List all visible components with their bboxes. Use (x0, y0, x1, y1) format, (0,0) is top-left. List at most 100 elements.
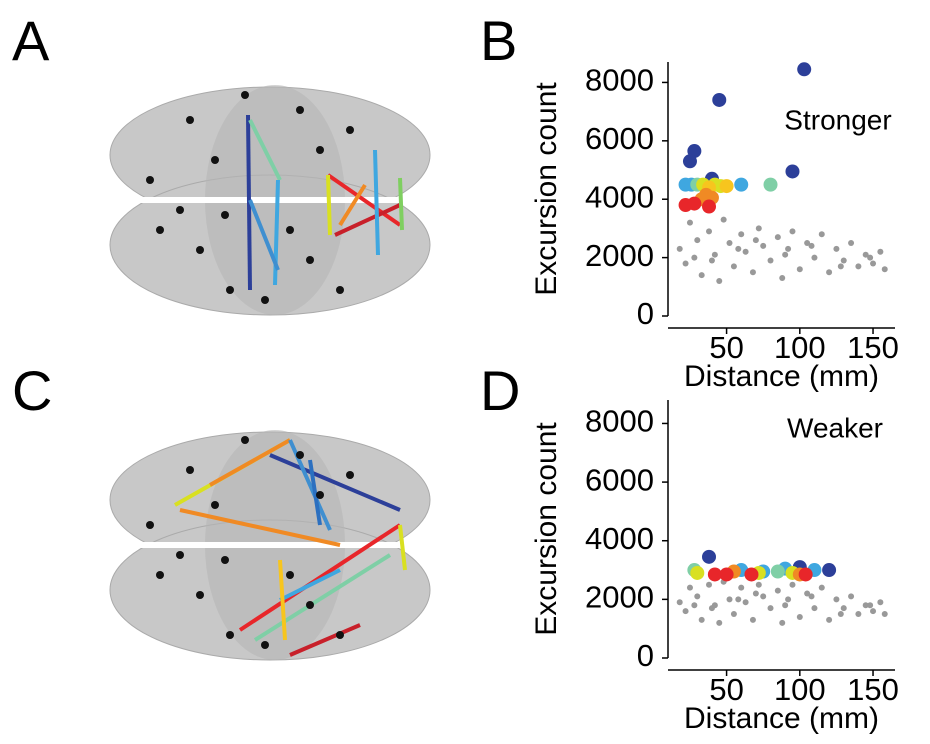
background-point (682, 260, 689, 267)
background-point (789, 581, 796, 588)
point (744, 567, 759, 582)
point (707, 567, 722, 582)
panel-letter: A (12, 9, 50, 72)
background-point (811, 605, 818, 612)
point (719, 179, 734, 194)
point (822, 563, 837, 578)
background-point (808, 242, 815, 249)
point (702, 549, 717, 564)
background-point (682, 608, 689, 615)
background-point (785, 245, 792, 252)
background-point (804, 240, 811, 247)
x-axis-label: Distance (mm) (684, 702, 879, 735)
background-point (862, 251, 869, 258)
background-point (796, 266, 803, 273)
annotation: Stronger (784, 104, 891, 135)
background-point (818, 584, 825, 591)
background-point (694, 593, 701, 600)
background-point (870, 260, 877, 267)
background-point (698, 616, 705, 623)
background-point (738, 231, 745, 238)
background-point (837, 611, 844, 618)
background-point (742, 599, 749, 606)
y-tick-label: 8000 (585, 404, 654, 439)
background-point (708, 605, 715, 612)
background-point (789, 228, 796, 235)
x-tick-label: 50 (709, 672, 743, 707)
background-point (694, 237, 701, 244)
y-tick-label: 8000 (585, 63, 654, 98)
background-point (877, 248, 884, 255)
background-point (804, 590, 811, 597)
point (682, 154, 697, 169)
background-point (877, 599, 884, 606)
brain-c (109, 430, 431, 661)
background-point (870, 608, 877, 615)
background-point (833, 596, 840, 603)
background-point (686, 219, 693, 226)
background-point (826, 616, 833, 623)
background-point (818, 231, 825, 238)
background-point (848, 593, 855, 600)
background-point (867, 254, 874, 261)
point (763, 177, 778, 192)
background-point (706, 581, 713, 588)
point (798, 567, 813, 582)
background-point (833, 245, 840, 252)
background-point (767, 257, 774, 264)
background-point (735, 596, 742, 603)
background-point (811, 254, 818, 261)
background-point (691, 602, 698, 609)
background-point (752, 237, 759, 244)
y-tick-label: 2000 (585, 580, 654, 615)
y-tick-label: 0 (637, 296, 654, 331)
background-point (785, 596, 792, 603)
annotation: Weaker (787, 412, 883, 443)
background-point (855, 611, 862, 618)
background-point (862, 602, 869, 609)
y-tick-label: 6000 (585, 121, 654, 156)
background-point (749, 269, 756, 276)
background-point (796, 613, 803, 620)
background-point (676, 245, 683, 252)
background-point (840, 257, 847, 264)
point (797, 62, 812, 77)
point (770, 564, 785, 579)
background-point (708, 257, 715, 264)
background-point (735, 245, 742, 252)
background-point (720, 216, 727, 223)
y-axis-label: Excursion count (530, 82, 563, 296)
background-point (779, 275, 786, 282)
background-point (698, 272, 705, 279)
background-point (730, 611, 737, 618)
background-point (706, 228, 713, 235)
background-point (676, 599, 683, 606)
point (687, 196, 702, 211)
point (702, 199, 717, 214)
y-tick-label: 0 (637, 638, 654, 673)
x-tick-label: 100 (774, 330, 826, 365)
point (712, 92, 727, 107)
brain-a (109, 85, 431, 316)
background-point (837, 263, 844, 270)
background-point (738, 584, 745, 591)
background-point (826, 269, 833, 276)
x-axis-label: Distance (mm) (684, 360, 879, 393)
background-point (774, 587, 781, 594)
background-point (749, 616, 756, 623)
background-point (782, 251, 789, 258)
background-point (716, 619, 723, 626)
background-point (782, 602, 789, 609)
point (719, 567, 734, 582)
background-point (760, 242, 767, 249)
background-point (760, 593, 767, 600)
y-tick-label: 4000 (585, 521, 654, 556)
panel-letter: D (480, 359, 520, 422)
background-point (752, 590, 759, 597)
background-point (808, 593, 815, 600)
background-point (730, 263, 737, 270)
point (785, 164, 800, 179)
background-point (867, 602, 874, 609)
x-tick-label: 100 (774, 672, 826, 707)
